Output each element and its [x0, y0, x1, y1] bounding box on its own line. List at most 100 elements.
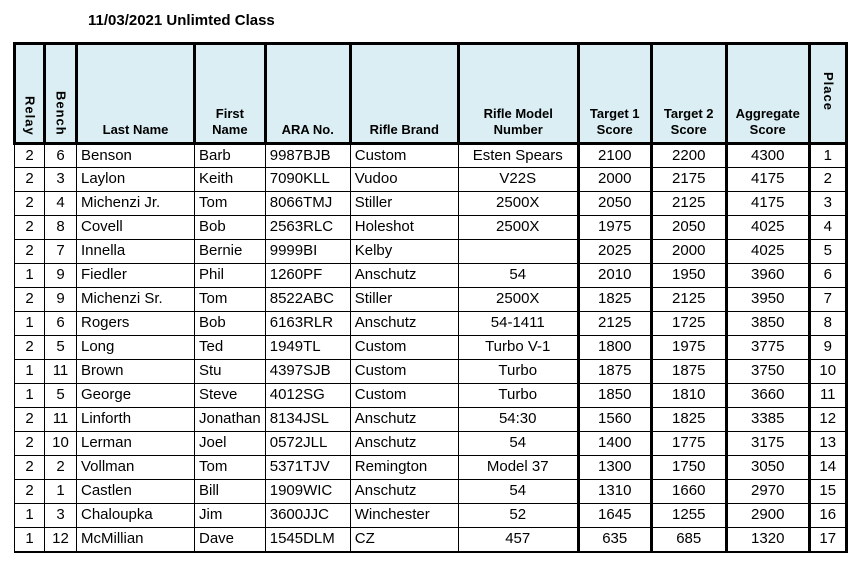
cell-bench: 7	[44, 239, 77, 264]
cell-relay: 1	[14, 311, 45, 336]
cell-rifle-brand: Custom	[349, 383, 459, 408]
cell-rifle-model-number: V22S	[457, 167, 579, 192]
cell-ara-no: 1260PF	[264, 263, 351, 288]
cell-target-1-score: 2125	[576, 311, 653, 336]
cell-target-1-score: 2010	[576, 263, 653, 288]
cell-place: 9	[807, 335, 848, 360]
cell-bench: 6	[44, 311, 77, 336]
cell-first-name: Jonathan	[194, 407, 266, 432]
cell-rifle-brand: Anschutz	[349, 311, 459, 336]
cell-bench: 2	[44, 455, 77, 480]
cell-target-1-score: 2025	[576, 239, 653, 264]
cell-bench: 5	[44, 383, 77, 408]
cell-place: 10	[807, 359, 848, 384]
cell-relay: 2	[14, 143, 45, 168]
cell-aggregate-score: 3950	[724, 287, 811, 312]
cell-bench: 3	[44, 503, 77, 528]
cell-ara-no: 8134JSL	[264, 407, 351, 432]
cell-aggregate-score: 3960	[724, 263, 811, 288]
cell-aggregate-score: 2900	[724, 503, 811, 528]
table-row: 2 2 Vollman Tom 5371TJV Remington Model 37 1300…	[14, 455, 848, 480]
cell-target-2-score: 1950	[649, 263, 728, 288]
cell-first-name: Jim	[194, 503, 266, 528]
cell-place: 11	[807, 383, 848, 408]
cell-target-2-score: 685	[649, 527, 728, 553]
cell-rifle-model-number: 52	[457, 503, 579, 528]
cell-ara-no: 6163RLR	[264, 311, 351, 336]
table-header: Relay Bench Last Name First Name ARA No. Rifl…	[13, 42, 848, 145]
cell-last-name: Linforth	[76, 407, 195, 432]
cell-rifle-model-number: Turbo	[457, 383, 579, 408]
cell-first-name: Keith	[194, 167, 266, 192]
cell-rifle-brand: Stiller	[349, 287, 459, 312]
cell-target-1-score: 1645	[576, 503, 653, 528]
cell-relay: 2	[14, 407, 45, 432]
cell-first-name: Barb	[194, 143, 266, 168]
cell-ara-no: 9999BI	[264, 239, 351, 264]
cell-target-2-score: 2200	[649, 143, 728, 168]
cell-relay: 1	[14, 503, 45, 528]
cell-target-1-score: 1825	[576, 287, 653, 312]
column-header-ara-no: ARA No.	[263, 42, 352, 145]
cell-place: 12	[807, 407, 848, 432]
cell-target-2-score: 1750	[649, 455, 728, 480]
cell-ara-no: 1545DLM	[264, 527, 351, 553]
cell-last-name: Long	[76, 335, 195, 360]
cell-rifle-model-number: 54	[457, 263, 579, 288]
column-header-relay: Relay	[13, 42, 46, 145]
cell-bench: 11	[44, 359, 77, 384]
cell-rifle-model-number	[457, 239, 579, 264]
cell-ara-no: 5371TJV	[264, 455, 351, 480]
cell-last-name: Covell	[76, 215, 195, 240]
cell-target-1-score: 2100	[576, 143, 653, 168]
cell-last-name: Fiedler	[76, 263, 195, 288]
cell-target-1-score: 1300	[576, 455, 653, 480]
cell-aggregate-score: 3175	[724, 431, 811, 456]
cell-first-name: Bob	[194, 215, 266, 240]
cell-target-1-score: 1850	[576, 383, 653, 408]
cell-target-1-score: 1560	[576, 407, 653, 432]
cell-aggregate-score: 2970	[724, 479, 811, 504]
table-row: 1 9 Fiedler Phil 1260PF Anschutz 54 2010 1950 396…	[14, 263, 848, 288]
cell-aggregate-score: 3775	[724, 335, 811, 360]
cell-first-name: Tom	[194, 287, 266, 312]
column-header-label: Place	[820, 71, 836, 111]
cell-target-1-score: 2000	[576, 167, 653, 192]
cell-target-2-score: 1660	[649, 479, 728, 504]
cell-place: 4	[807, 215, 848, 240]
cell-place: 7	[807, 287, 848, 312]
cell-rifle-brand: Custom	[349, 359, 459, 384]
cell-bench: 10	[44, 431, 77, 456]
cell-target-2-score: 2175	[649, 167, 728, 192]
cell-bench: 9	[44, 263, 77, 288]
cell-bench: 1	[44, 479, 77, 504]
cell-target-1-score: 1875	[576, 359, 653, 384]
table-row: 2 8 Covell Bob 2563RLC Holeshot 2500X 1975 2050 4…	[14, 215, 848, 240]
cell-ara-no: 4397SJB	[264, 359, 351, 384]
cell-relay: 1	[14, 359, 45, 384]
cell-place: 15	[807, 479, 848, 504]
cell-rifle-model-number: 2500X	[457, 287, 579, 312]
cell-place: 17	[807, 527, 848, 553]
cell-ara-no: 1949TL	[264, 335, 351, 360]
column-header-last-name: Last Name	[75, 42, 196, 145]
cell-bench: 12	[44, 527, 77, 553]
cell-aggregate-score: 3850	[724, 311, 811, 336]
cell-target-2-score: 1825	[649, 407, 728, 432]
cell-first-name: Stu	[194, 359, 266, 384]
cell-target-2-score: 2125	[649, 287, 728, 312]
cell-first-name: Bernie	[194, 239, 266, 264]
cell-first-name: Tom	[194, 455, 266, 480]
cell-ara-no: 3600JJC	[264, 503, 351, 528]
cell-aggregate-score: 3385	[724, 407, 811, 432]
cell-relay: 2	[14, 479, 45, 504]
table-row: 1 3 Chaloupka Jim 3600JJC Winchester 52 1645 125…	[14, 503, 848, 528]
table-row: 2 7 Innella Bernie 9999BI Kelby 2025 2000 4025 5	[14, 239, 848, 264]
cell-relay: 1	[14, 383, 45, 408]
cell-place: 14	[807, 455, 848, 480]
column-header-target-1-score: Target 1 Score	[576, 42, 653, 145]
cell-rifle-model-number: 54-1411	[457, 311, 579, 336]
cell-rifle-model-number: 54	[457, 431, 579, 456]
table-row: 2 5 Long Ted 1949TL Custom Turbo V-1 1800 1975 37…	[14, 335, 848, 360]
